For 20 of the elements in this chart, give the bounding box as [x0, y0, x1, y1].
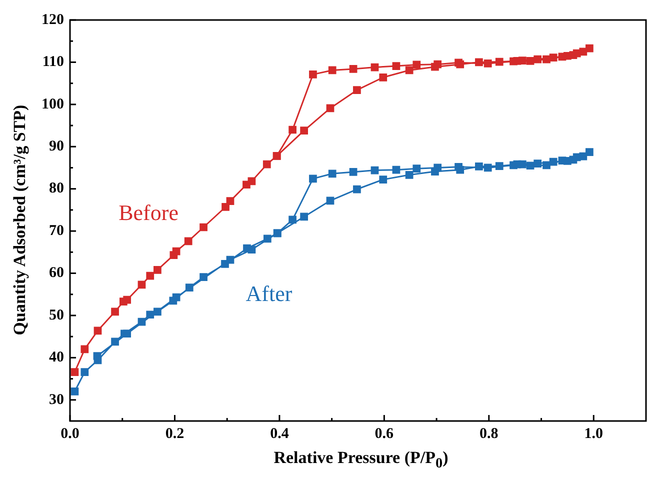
x-tick-label: 1.0 [584, 426, 604, 442]
y-tick-label: 70 [49, 222, 64, 239]
y-tick-label: 80 [49, 180, 64, 197]
y-tick-label: 90 [49, 138, 64, 155]
y-tick-label: 50 [49, 307, 64, 324]
y-tick-label: 30 [49, 392, 64, 408]
y-tick-label: 120 [42, 12, 64, 28]
y-tick-label: 60 [49, 265, 64, 282]
x-tick-label: 0.6 [374, 426, 394, 442]
y-tick-label: 100 [42, 96, 64, 112]
series-label: After [246, 281, 293, 306]
y-tick-label: 110 [42, 54, 64, 70]
x-tick-label: 0.0 [60, 426, 80, 442]
x-tick-label: 0.2 [165, 426, 184, 442]
series-label: Before [118, 200, 178, 226]
x-tick-label: 0.8 [480, 426, 498, 442]
y-axis-title: Quantity Adsorbed (cm³/g STP) [10, 104, 30, 338]
y-tick-label: 40 [49, 350, 64, 366]
x-axis-title: Relative Pressure (P/P$_{0}$) [272, 448, 450, 472]
x-tick-label: 0.4 [270, 426, 290, 442]
